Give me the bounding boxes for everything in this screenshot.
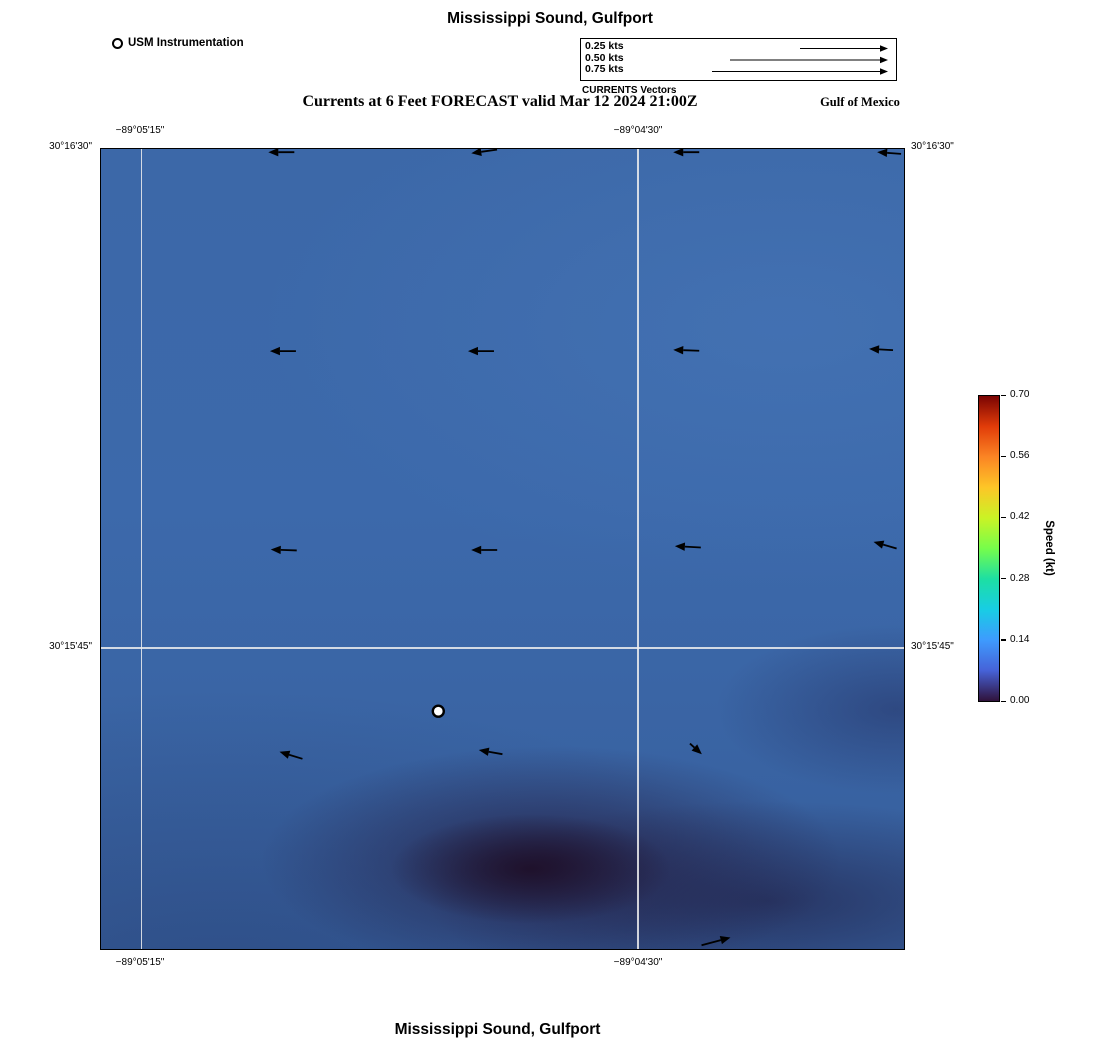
scale-arrow — [712, 68, 888, 75]
current-vector-arrow — [471, 545, 498, 555]
vector-scale-legend: 0.25 kts 0.50 kts 0.75 kts — [580, 38, 897, 81]
current-vector-arrow — [270, 545, 297, 555]
colorbar-tick — [1001, 516, 1006, 519]
current-vector-arrow — [279, 750, 303, 760]
vectors-caption: CURRENTS Vectors — [582, 85, 677, 96]
station-legend: USM Instrumentation — [112, 37, 244, 49]
axis-tick-label-top-2: −89°04'30" — [613, 125, 663, 136]
axis-tick-label-right-1: 30°16'30" — [911, 141, 954, 152]
footer-title: Mississippi Sound, Gulfport — [394, 1021, 601, 1038]
gridline-longitude — [140, 149, 143, 949]
page-title: Mississippi Sound, Gulfport — [447, 10, 653, 27]
axis-tick-label-bottom-1: −89°05'15" — [115, 957, 165, 968]
colorbar-tick-label: 0.70 — [1010, 389, 1030, 400]
axis-tick-label-left-2: 30°15'45" — [49, 641, 92, 652]
vector-scale-label: 0.25 kts — [585, 40, 624, 52]
station-legend-label: USM Instrumentation — [128, 37, 244, 49]
current-speed-map — [100, 148, 905, 950]
vector-scale-arrows — [712, 45, 888, 75]
current-vector-arrow — [689, 742, 702, 755]
gridline-longitude — [637, 149, 639, 949]
colorbar-tick — [1001, 394, 1006, 396]
vector-scale-label: 0.75 kts — [585, 63, 624, 75]
current-vector-arrow — [471, 149, 498, 156]
axis-tick-label-right-2: 30°15'45" — [911, 641, 954, 652]
colorbar-tick-label: 0.00 — [1010, 695, 1030, 706]
current-vector-field — [268, 149, 902, 947]
colorbar-tick — [1001, 639, 1006, 641]
colorbar-ticks: 0.70 0.56 0.42 0.28 0.14 0.00 — [1001, 389, 1061, 706]
current-vector-arrow — [877, 149, 902, 158]
subtitle: Currents at 6 Feet FORECAST valid Mar 12… — [302, 93, 698, 110]
current-vector-arrow — [673, 149, 700, 157]
station-marker-icon — [112, 37, 123, 49]
colorbar-tick — [1001, 455, 1006, 457]
colorbar-tick — [1001, 700, 1006, 702]
gridline-latitude — [101, 647, 904, 649]
axis-tick-label-bottom-2: −89°04'30" — [613, 957, 663, 968]
scale-arrow — [730, 56, 888, 64]
current-vector-arrow — [268, 149, 295, 157]
colorbar-tick-label: 0.28 — [1010, 572, 1030, 584]
current-vector-arrow — [269, 346, 296, 356]
current-vector-arrow — [701, 936, 731, 947]
colorbar-tick-label: 0.56 — [1010, 450, 1030, 462]
current-vector-arrow — [478, 747, 503, 756]
colorbar: 0.70 0.56 0.42 0.28 0.14 0.00 — [978, 389, 1068, 706]
axis-tick-label-top-1: −89°05'15" — [115, 125, 165, 136]
current-vector-arrow — [674, 542, 701, 551]
current-vector-arrow — [873, 540, 897, 550]
colorbar-tick — [1001, 578, 1006, 580]
colorbar-axis-label: Speed (kt) — [1043, 520, 1055, 576]
vector-scale-label: 0.50 kts — [585, 51, 624, 64]
vector-scale-labels: 0.25 kts 0.50 kts 0.75 kts — [585, 40, 624, 76]
current-vector-arrow — [869, 345, 894, 354]
region-label: Gulf of Mexico — [820, 95, 900, 109]
axis-tick-label-left-1: 30°16'30" — [49, 141, 92, 152]
station-marker — [431, 704, 445, 718]
colorbar-tick-label: 0.14 — [1010, 633, 1030, 645]
colorbar-tick-label: 0.42 — [1010, 511, 1030, 523]
current-vector-arrow — [673, 345, 700, 355]
colorbar-gradient — [978, 395, 1000, 702]
scale-arrow — [800, 45, 888, 52]
current-vector-arrow — [467, 346, 494, 356]
